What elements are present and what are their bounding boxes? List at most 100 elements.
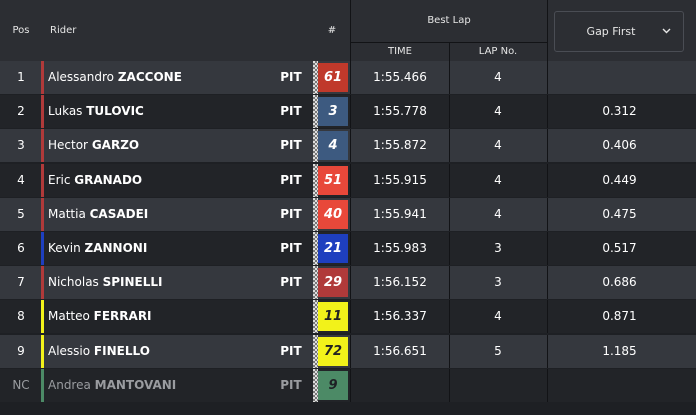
pit-indicator: PIT xyxy=(280,172,302,187)
position-cell: 1 xyxy=(17,70,25,84)
table-row[interactable]: 1 Alessandro ZACCONE PIT 61 1:55.466 4 xyxy=(0,61,696,94)
rider-name[interactable]: Eric GRANADO xyxy=(48,164,142,197)
rider-number-badge: 61 xyxy=(318,63,348,92)
team-color-stripe xyxy=(41,95,44,129)
rider-last-name: FERRARI xyxy=(93,309,152,324)
position-cell: 8 xyxy=(17,309,25,324)
team-color-stripe xyxy=(41,300,44,334)
team-color-stripe xyxy=(41,129,44,163)
rider-name[interactable]: Hector GARZO xyxy=(48,129,139,162)
rider-name[interactable]: Alessandro ZACCONE xyxy=(48,61,182,94)
checkered-flag-icon xyxy=(313,163,318,197)
rider-name[interactable]: Mattia CASADEI xyxy=(48,198,148,231)
team-color-stripe xyxy=(41,232,44,265)
table-row[interactable]: 8 Matteo FERRARI 11 1:56.337 4 0.871 xyxy=(0,300,696,334)
rider-last-name: FINELLO xyxy=(93,343,150,358)
table-row[interactable]: 9 Alessio FINELLO PIT 72 1:56.651 5 1.185 xyxy=(0,334,696,368)
pit-indicator: PIT xyxy=(280,70,302,84)
checkered-flag-icon xyxy=(313,266,318,300)
best-lap-number: 3 xyxy=(494,241,502,255)
team-color-stripe xyxy=(41,61,44,94)
column-divider xyxy=(449,334,450,368)
table-row[interactable]: NC Andrea MANTOVANI PIT 9 xyxy=(0,368,696,402)
best-lap-time: 1:55.915 xyxy=(373,172,427,187)
table-row[interactable]: 7 Nicholas SPINELLI PIT 29 1:56.152 3 0.686 xyxy=(0,266,696,300)
best-lap-time: 1:55.778 xyxy=(373,104,427,119)
rider-last-name: ZANNONI xyxy=(84,241,148,255)
position-cell: 2 xyxy=(17,104,25,119)
column-divider xyxy=(350,197,351,231)
position-cell: 5 xyxy=(17,206,25,221)
rider-number-badge: 51 xyxy=(318,165,348,195)
column-divider xyxy=(350,61,351,94)
rider-name[interactable]: Matteo FERRARI xyxy=(48,300,152,333)
header-number: # xyxy=(327,25,337,36)
best-lap-number: 4 xyxy=(494,309,502,324)
header-time: TIME xyxy=(387,46,412,57)
rider-first-name: Andrea xyxy=(48,377,95,392)
best-lap-number: 5 xyxy=(494,343,502,358)
header-pos: Pos xyxy=(12,25,30,36)
column-divider xyxy=(449,266,450,300)
column-divider xyxy=(547,300,548,334)
column-divider xyxy=(547,197,548,231)
column-divider xyxy=(350,129,351,163)
column-divider xyxy=(449,232,450,265)
rider-last-name: TULOVIC xyxy=(86,104,144,119)
best-lap-number: 4 xyxy=(494,172,502,187)
table-row[interactable]: 3 Hector GARZO PIT 4 1:55.872 4 0.406 xyxy=(0,129,696,163)
column-divider xyxy=(350,368,351,402)
header-lap-no: LAP No. xyxy=(478,46,518,57)
best-lap-time: 1:55.466 xyxy=(373,70,427,84)
column-divider xyxy=(547,163,548,197)
position-cell: 6 xyxy=(17,241,25,255)
checkered-flag-icon xyxy=(313,95,318,129)
table-row[interactable]: 4 Eric GRANADO PIT 51 1:55.915 4 0.449 xyxy=(0,163,696,197)
best-lap-number: 3 xyxy=(494,275,502,290)
rider-first-name: Nicholas xyxy=(48,275,103,290)
column-divider xyxy=(547,61,548,94)
gap-first-value: 1.185 xyxy=(602,343,637,358)
best-lap-time: 1:56.152 xyxy=(373,275,427,290)
column-divider xyxy=(350,266,351,300)
rider-first-name: Mattia xyxy=(48,206,90,221)
rider-last-name: ZACCONE xyxy=(117,70,182,84)
rider-name[interactable]: Alessio FINELLO xyxy=(48,335,150,368)
column-divider xyxy=(449,300,450,334)
rider-name[interactable]: Andrea MANTOVANI xyxy=(48,369,176,402)
gap-first-value: 0.406 xyxy=(602,138,637,153)
gap-first-label: Gap First xyxy=(586,25,636,38)
rider-first-name: Hector xyxy=(48,138,92,153)
rider-name[interactable]: Kevin ZANNONI xyxy=(48,232,147,265)
best-lap-time: 1:56.337 xyxy=(373,309,427,324)
position-cell: 7 xyxy=(17,275,25,290)
best-lap-time: 1:55.872 xyxy=(373,138,427,153)
rider-last-name: CASADEI xyxy=(89,206,149,221)
pit-indicator: PIT xyxy=(280,343,302,358)
rider-last-name: MANTOVANI xyxy=(94,377,177,392)
table-row[interactable]: 6 Kevin ZANNONI PIT 21 1:55.983 3 0.517 xyxy=(0,232,696,265)
table-row[interactable]: 2 Lukas TULOVIC PIT 3 1:55.778 4 0.312 xyxy=(0,95,696,129)
rider-number-badge: 9 xyxy=(318,370,348,400)
gap-first-value: 0.517 xyxy=(602,241,637,255)
gap-first-value: 0.871 xyxy=(602,309,637,324)
gap-first-select[interactable]: Gap First xyxy=(554,11,684,52)
best-lap-time: 1:56.651 xyxy=(373,343,427,358)
rider-number-badge: 4 xyxy=(318,131,348,161)
rider-last-name: SPINELLI xyxy=(102,275,163,290)
gap-first-value: 0.312 xyxy=(602,104,637,119)
table-row[interactable]: 5 Mattia CASADEI PIT 40 1:55.941 4 0.475 xyxy=(0,197,696,231)
header-rider: Rider xyxy=(50,25,77,36)
rider-name[interactable]: Lukas TULOVIC xyxy=(48,95,144,128)
rider-name[interactable]: Nicholas SPINELLI xyxy=(48,266,163,299)
best-lap-number: 4 xyxy=(494,104,502,119)
column-divider xyxy=(547,95,548,129)
team-color-stripe xyxy=(41,266,44,300)
rider-last-name: GRANADO xyxy=(74,172,143,187)
checkered-flag-icon xyxy=(313,334,318,368)
rider-first-name: Alessio xyxy=(48,343,94,358)
rider-number-badge: 11 xyxy=(318,302,348,332)
checkered-flag-icon xyxy=(313,300,318,334)
gap-first-value: 0.475 xyxy=(602,206,637,221)
